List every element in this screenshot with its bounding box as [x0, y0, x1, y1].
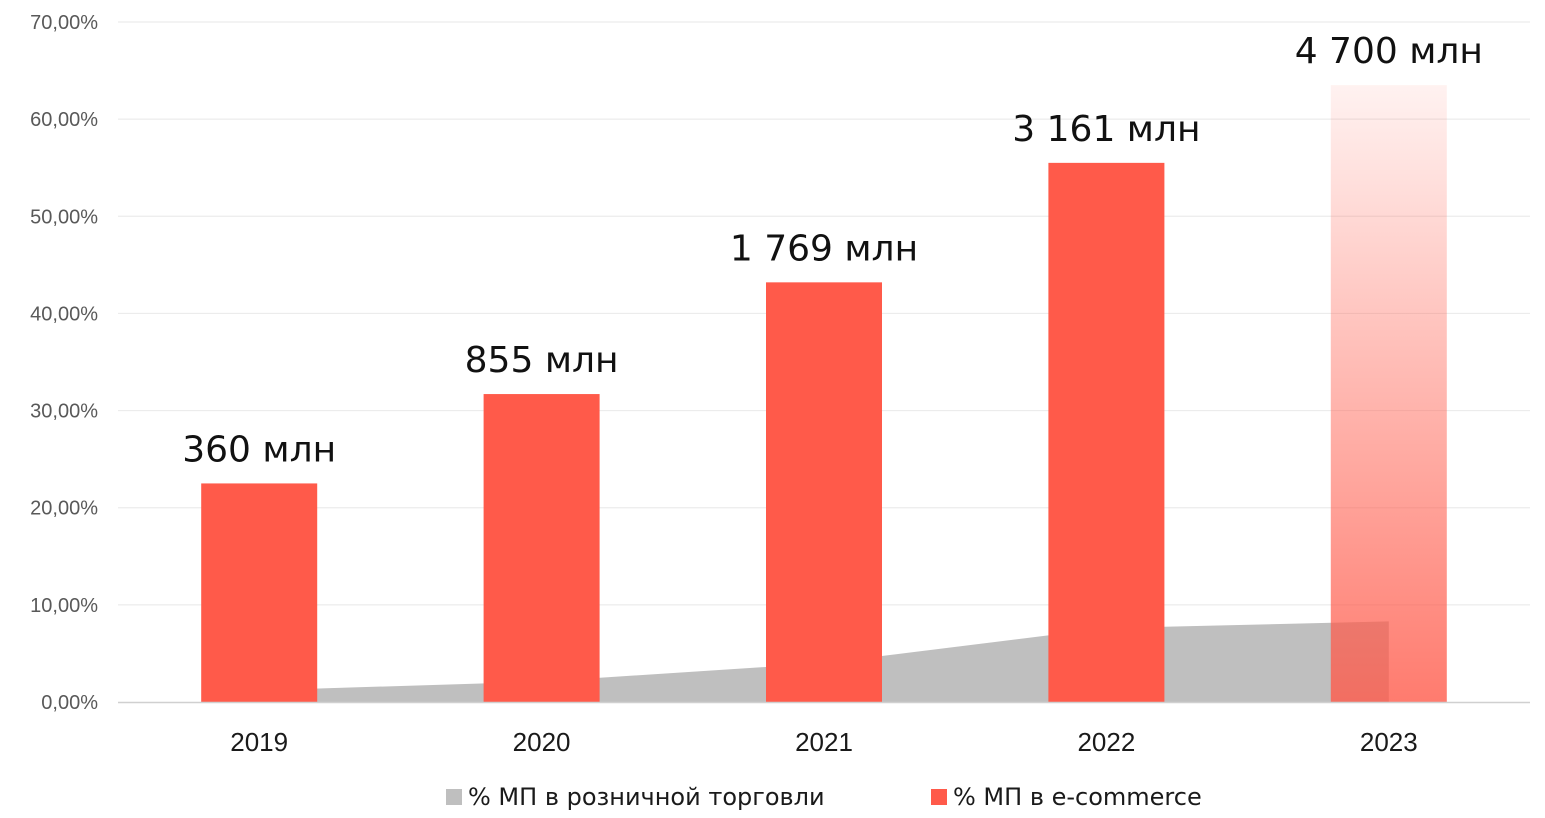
x-tick-2019: 2019	[230, 727, 288, 757]
legend-label-retail: % МП в розничной торговли	[468, 783, 825, 811]
bar-label-2023: 4 700 млн	[1295, 31, 1483, 72]
y-tick-label: 60,00%	[30, 109, 98, 131]
x-tick-2021: 2021	[795, 727, 853, 757]
y-tick-label: 30,00%	[30, 401, 98, 423]
legend: % МП в розничной торговли % МП в e-comme…	[446, 783, 1202, 811]
legend-label-ecommerce: % МП в e-commerce	[953, 783, 1202, 811]
y-tick-label: 50,00%	[30, 206, 98, 228]
y-axis-ticks: 0,00% 10,00% 20,00% 30,00% 40,00% 50,00% 60,00…	[30, 12, 98, 714]
y-tick-label: 0,00%	[41, 692, 98, 714]
bar-label-2021: 1 769 млн	[730, 228, 918, 269]
bar-2021	[766, 282, 882, 702]
y-tick-label: 20,00%	[30, 498, 98, 520]
legend-swatch-retail	[446, 789, 462, 805]
x-tick-2023: 2023	[1360, 727, 1418, 757]
bar-2019	[201, 483, 318, 702]
x-tick-2020: 2020	[513, 727, 571, 757]
bar-2022	[1048, 162, 1165, 702]
y-tick-label: 70,00%	[30, 12, 98, 34]
bar-label-2020: 855 млн	[465, 340, 619, 381]
y-tick-label: 40,00%	[30, 303, 98, 325]
ecommerce-bars	[201, 85, 1447, 702]
y-tick-label: 10,00%	[30, 595, 98, 617]
x-axis-ticks: 2019 2020 2021 2022 2023	[230, 727, 1417, 757]
bar-labels: 360 млн 855 млн 1 769 млн 3 161 млн 4 700 мл…	[182, 31, 1483, 470]
bar-label-2022: 3 161 млн	[1012, 109, 1200, 150]
legend-swatch-ecommerce	[931, 789, 947, 805]
bar-2023	[1330, 85, 1447, 702]
x-tick-2022: 2022	[1077, 727, 1135, 757]
bar-label-2019: 360 млн	[182, 429, 336, 470]
bar-2020	[483, 394, 600, 702]
